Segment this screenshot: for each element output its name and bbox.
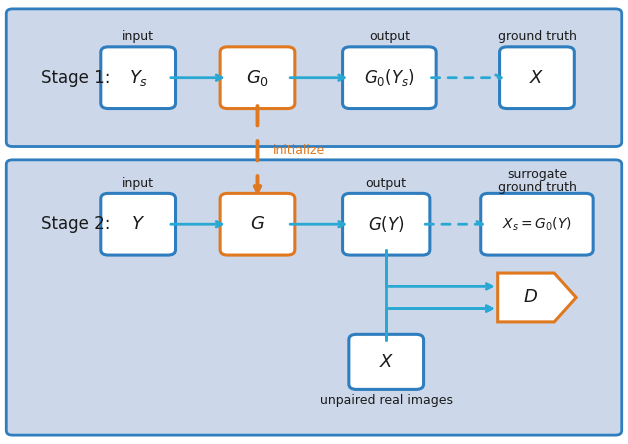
Text: $X$: $X$ (379, 353, 394, 371)
Text: $X$: $X$ (529, 69, 544, 87)
Text: $Y$: $Y$ (131, 215, 145, 233)
Text: Stage 1:: Stage 1: (41, 69, 111, 87)
FancyBboxPatch shape (100, 47, 175, 109)
Text: input: input (122, 30, 154, 43)
FancyBboxPatch shape (343, 194, 430, 255)
Text: $D$: $D$ (523, 289, 538, 306)
Text: input: input (122, 177, 154, 190)
Text: $G_0(Y_s)$: $G_0(Y_s)$ (364, 67, 415, 88)
FancyBboxPatch shape (481, 194, 593, 255)
Text: $G$: $G$ (250, 215, 265, 233)
Text: ground truth: ground truth (497, 30, 577, 43)
FancyBboxPatch shape (6, 160, 622, 435)
Text: output: output (365, 177, 407, 190)
FancyBboxPatch shape (220, 47, 295, 109)
Text: output: output (369, 30, 410, 43)
Text: $Y_s$: $Y_s$ (129, 67, 148, 88)
FancyBboxPatch shape (349, 334, 424, 389)
Text: $X_s{=}G_0(Y)$: $X_s{=}G_0(Y)$ (502, 215, 572, 233)
Text: unpaired real images: unpaired real images (320, 394, 453, 408)
Text: $G(Y)$: $G(Y)$ (368, 214, 404, 234)
Text: ground truth: ground truth (497, 181, 577, 194)
Text: Stage 2:: Stage 2: (41, 215, 111, 233)
FancyBboxPatch shape (500, 47, 575, 109)
Text: $G_0$: $G_0$ (246, 67, 269, 88)
Text: initialize: initialize (273, 144, 325, 158)
Text: surrogate: surrogate (507, 168, 567, 181)
FancyBboxPatch shape (6, 9, 622, 147)
FancyBboxPatch shape (220, 194, 295, 255)
FancyBboxPatch shape (343, 47, 436, 109)
FancyBboxPatch shape (100, 194, 175, 255)
Polygon shape (497, 273, 577, 322)
